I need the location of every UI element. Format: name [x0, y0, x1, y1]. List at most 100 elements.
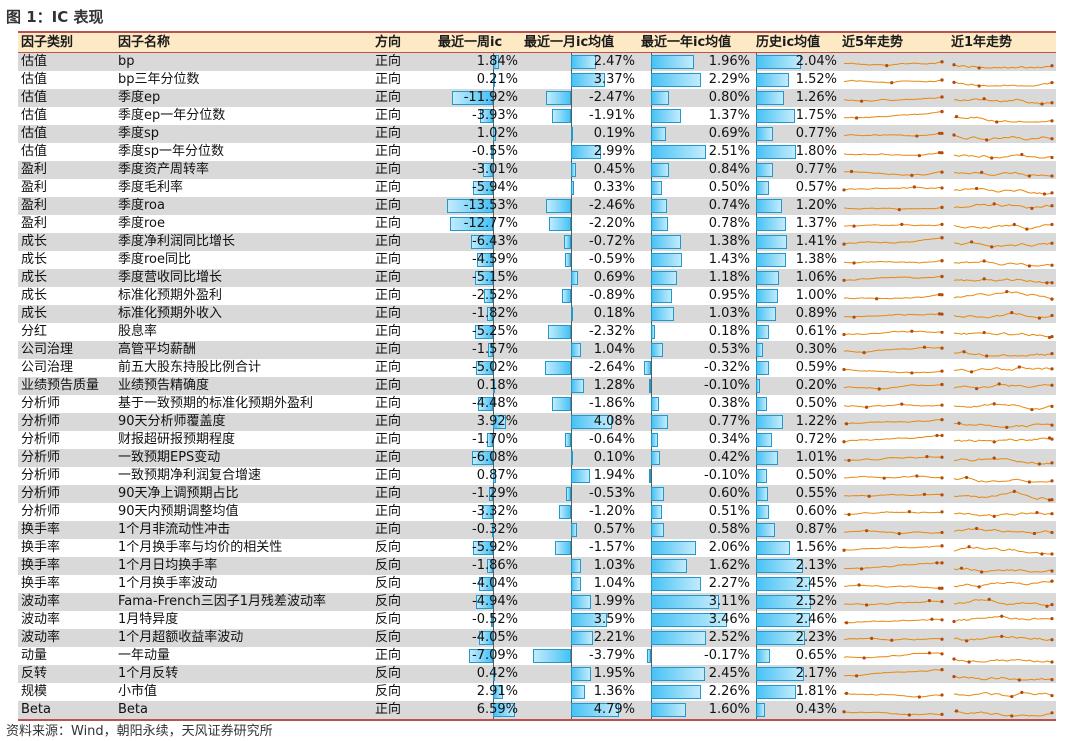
- trend1-sparkline-marker: [1050, 678, 1054, 682]
- month-zero-axis: [571, 233, 572, 251]
- year-ic-value: 2.06%: [708, 540, 750, 555]
- cell-factor-name: 一年动量: [118, 648, 171, 663]
- trend5-sparkline-marker: [940, 418, 944, 422]
- trend5-sparkline-path: [843, 600, 943, 606]
- hist-ic-value: 0.59%: [795, 360, 837, 375]
- table-row: 反转 1个月反转 反向 0.42% 1.95% 2.45% 2.17%: [18, 665, 1056, 683]
- trend1-sparkline-marker: [1030, 407, 1034, 412]
- trend1-sparkline-marker: [952, 657, 956, 661]
- trend5-sparkline: [843, 455, 944, 463]
- cell-factor-name: 标准化预期外收入: [118, 306, 223, 321]
- cell-factor-name: 季度sp: [118, 126, 160, 141]
- week-zero-axis: [493, 341, 494, 359]
- year-ic-value: -0.10%: [704, 468, 750, 483]
- month-ic-value: -0.53%: [589, 486, 635, 501]
- trend5-sparkline-marker: [852, 261, 856, 265]
- trend5-sparkline-marker: [940, 693, 944, 697]
- hist-ic-bar: [756, 469, 767, 483]
- cell-factor-name: 季度营收同比增长: [118, 270, 223, 285]
- week-ic-bar: [484, 289, 493, 303]
- month-ic-value: 4.79%: [593, 702, 635, 717]
- cell-direction: 正向: [375, 180, 402, 195]
- trend1-sparkline-path: [953, 64, 1053, 69]
- trend5-sparkline-marker: [940, 222, 944, 226]
- hist-ic-bar: [756, 127, 773, 141]
- cell-factor-name: 90天分析师覆盖度: [118, 414, 226, 429]
- cell-factor-name: 90天净上调预期占比: [118, 486, 239, 501]
- table-row: 分析师 一致预期净利润复合增速 正向 0.87% 1.94% -0.10% 0.50%: [18, 467, 1056, 485]
- trend1-sparkline-marker: [1050, 281, 1054, 285]
- trend5-sparkline-marker: [937, 312, 942, 316]
- trend5-sparkline-marker: [940, 274, 944, 279]
- trend5-sparkline-marker: [917, 154, 921, 158]
- trend5-sparkline-marker: [940, 668, 944, 672]
- year-ic-value: 1.62%: [708, 558, 750, 573]
- month-ic-value: -1.20%: [589, 504, 635, 519]
- cell-factor-name: 标准化预期外盈利: [118, 288, 223, 303]
- cell-factor-name: 一致预期净利润复合增速: [118, 468, 262, 483]
- week-ic-bar: [493, 685, 503, 699]
- cell-category: 波动率: [21, 630, 61, 645]
- trend1-sparkline: [953, 510, 1054, 518]
- trend1-sparkline-path: [953, 278, 1053, 284]
- month-ic-value: 2.21%: [593, 630, 635, 645]
- trend1-sparkline-marker: [954, 709, 959, 713]
- cell-category: 分析师: [21, 468, 61, 483]
- trend5-sparkline-marker: [857, 583, 861, 587]
- trend5-sparkline-path: [843, 276, 943, 281]
- trend5-sparkline-marker: [865, 603, 869, 607]
- table-row: 公司治理 高管平均薪酬 正向 -1.57% 1.04% 0.53% 0.30%: [18, 341, 1056, 359]
- cell-direction: 正向: [375, 108, 402, 123]
- trend1-sparkline-marker: [1050, 297, 1054, 301]
- trend5-sparkline-marker: [897, 208, 901, 212]
- week-zero-axis: [493, 305, 494, 323]
- trend5-sparkline-path: [844, 530, 943, 535]
- trend1-sparkline-marker: [1050, 437, 1054, 441]
- trend5-sparkline-marker: [854, 674, 859, 678]
- month-ic-value: -2.32%: [589, 324, 635, 339]
- trend1-sparkline-marker: [957, 421, 961, 425]
- cell-direction: 反向: [375, 576, 402, 591]
- week-ic-bar: [493, 379, 495, 393]
- trend1-sparkline-marker: [1050, 204, 1054, 208]
- trend5-sparkline-marker: [842, 440, 846, 444]
- trend5-sparkline-marker: [910, 173, 914, 177]
- trend5-sparkline-marker: [852, 224, 856, 228]
- trend1-sparkline-marker: [1050, 530, 1054, 535]
- trend5-sparkline-marker: [940, 60, 944, 64]
- trend5-sparkline-marker: [842, 710, 846, 714]
- trend1-sparkline-marker: [1030, 206, 1034, 211]
- week-zero-axis: [493, 323, 494, 341]
- week-ic-value: 0.42%: [476, 666, 518, 681]
- trend1-sparkline-marker: [969, 370, 974, 374]
- trend1-sparkline-marker: [1050, 711, 1054, 715]
- year-ic-value: -0.32%: [704, 360, 750, 375]
- month-ic-bar: [544, 361, 571, 375]
- month-zero-axis: [571, 197, 572, 215]
- cell-category: 反转: [21, 666, 48, 681]
- trend1-sparkline-marker: [1040, 102, 1044, 106]
- trend1-sparkline: [953, 421, 1054, 430]
- trend5-sparkline-marker: [915, 134, 919, 138]
- trend1-sparkline-path: [953, 291, 1053, 300]
- trend1-sparkline-marker: [1050, 579, 1054, 583]
- trend5-sparkline: [843, 691, 944, 699]
- trend5-sparkline-marker: [910, 329, 914, 333]
- week-zero-axis: [493, 143, 494, 161]
- trend1-sparkline-marker: [1045, 281, 1049, 285]
- trend5-sparkline-path: [843, 368, 943, 374]
- hist-ic-value: 1.22%: [795, 414, 837, 429]
- month-ic-bar: [571, 595, 591, 609]
- cell-factor-name: bp三年分位数: [118, 72, 200, 87]
- year-ic-bar: [651, 73, 702, 87]
- trend5-sparkline: [843, 150, 944, 158]
- trend1-sparkline-marker: [1017, 365, 1021, 369]
- trend1-sparkline-marker: [987, 597, 991, 601]
- trend5-sparkline: [842, 274, 944, 282]
- trend1-sparkline-marker: [1045, 604, 1049, 608]
- trend1-sparkline-path: [953, 203, 1053, 209]
- trend1-sparkline: [952, 614, 1054, 624]
- week-ic-bar: [476, 595, 493, 609]
- table-row: 分析师 财报超研报预期程度 正向 -1.70% -0.64% 0.34% 0.72%: [18, 431, 1056, 449]
- table-row: 盈利 季度资产周转率 正向 -3.01% 0.45% 0.84% 0.77%: [18, 161, 1056, 179]
